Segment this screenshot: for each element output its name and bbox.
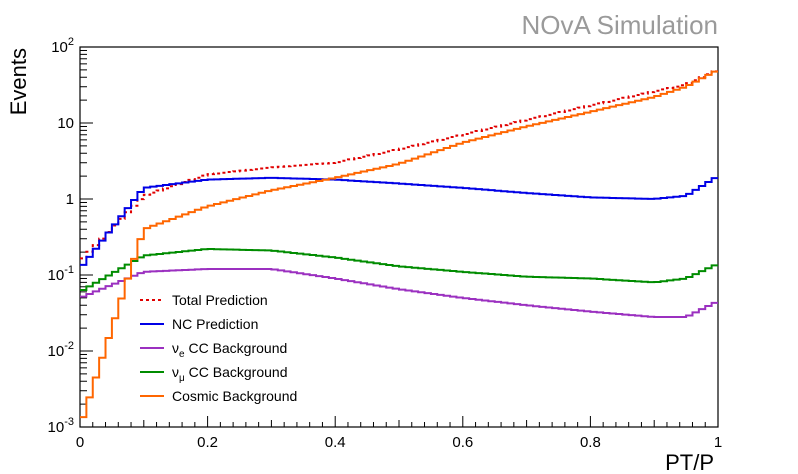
series-line <box>80 248 718 292</box>
legend-label: NC Prediction <box>172 316 258 332</box>
legend-label: Total Prediction <box>172 292 268 308</box>
y-tick-label: 1 <box>66 191 74 208</box>
y-tick-label: 10-3 <box>48 416 74 436</box>
x-tick-label: 0 <box>76 434 84 451</box>
series-line <box>80 267 718 319</box>
y-axis: 10-3 10-2 10-1 1 10 102 <box>48 36 93 436</box>
series-line <box>80 70 718 260</box>
y-tick-label: 10-1 <box>48 264 74 284</box>
series-line <box>80 70 718 419</box>
x-axis-title: PT/P <box>665 450 714 474</box>
x-tick-label: 0.6 <box>452 434 473 451</box>
y-tick-label: 10 <box>57 115 74 132</box>
x-tick-label: 1 <box>714 434 722 451</box>
series-line <box>80 176 718 266</box>
x-axis: 0 0.2 0.4 0.6 0.8 1 <box>76 416 722 451</box>
x-tick-label: 0.2 <box>197 434 218 451</box>
legend: Total Prediction NC Prediction νe CC Backg… <box>140 292 297 404</box>
y-tick-label: 102 <box>51 36 74 56</box>
x-tick-label: 0.8 <box>580 434 601 451</box>
series-layer <box>80 70 718 419</box>
x-tick-label: 0.4 <box>325 434 346 451</box>
y-axis-title: Events <box>6 48 31 115</box>
y-tick-label: 10-2 <box>48 340 74 360</box>
legend-label: Cosmic Background <box>172 388 297 404</box>
watermark: NOvA Simulation <box>521 10 718 40</box>
legend-label: νe CC Background <box>172 340 287 360</box>
legend-label: νμ CC Background <box>172 364 287 384</box>
